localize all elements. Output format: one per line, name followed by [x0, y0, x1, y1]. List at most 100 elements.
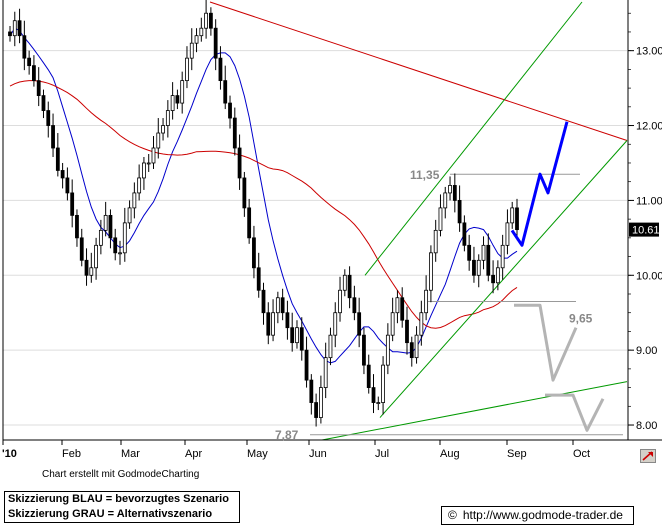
candle-body-87 — [424, 289, 429, 314]
candle-body-37 — [185, 57, 189, 82]
candle-body-6 — [36, 80, 41, 96]
candle-body-68 — [333, 312, 338, 336]
candle-body-84 — [409, 342, 414, 359]
candle-body-81 — [395, 297, 400, 314]
candle-body-62 — [304, 349, 309, 381]
candle-body-104 — [505, 222, 510, 246]
candle-body-13 — [70, 192, 75, 216]
candle-body-48 — [237, 147, 242, 179]
candle-body-30 — [151, 147, 156, 164]
level-annotation-1: 9,65 — [569, 311, 593, 325]
candle-body-95 — [462, 222, 467, 246]
candle-body-88 — [429, 252, 433, 291]
candle-body-83 — [405, 319, 409, 344]
candle-body-19 — [98, 229, 103, 246]
y-tick-label-3: 10.00 — [636, 270, 662, 282]
candle-body-21 — [108, 214, 113, 239]
y-tick-label-0: 13.00 — [636, 46, 662, 58]
candle-body-32 — [161, 125, 165, 134]
candle-body-82 — [400, 297, 405, 321]
x-tick-label-6: Aug — [440, 448, 460, 460]
chart-credit: Chart erstellt mit GodmodeCharting — [42, 469, 200, 480]
candle-body-73 — [357, 312, 362, 336]
candle-body-66 — [323, 357, 328, 388]
candle-body-78 — [381, 364, 385, 403]
candle-body-39 — [194, 35, 199, 44]
y-tick-label-1: 12.00 — [636, 121, 662, 133]
candle-body-12 — [65, 177, 70, 194]
website-link-box[interactable]: © http://www.godmode-trader.de — [441, 506, 634, 525]
candle-body-55 — [271, 312, 275, 336]
candle-body-41 — [204, 12, 209, 29]
channel-lower-line — [379, 140, 628, 418]
indicator-lines — [9, 1, 628, 441]
candle-body-86 — [419, 312, 424, 336]
moving-average-slow — [9, 80, 518, 329]
candle-body-93 — [452, 185, 457, 201]
candle-body-103 — [500, 244, 505, 269]
last-price-label: 10.61 — [632, 225, 660, 237]
candle-body-94 — [457, 200, 462, 224]
level-annotation-2: 7,87 — [275, 428, 299, 442]
candle-body-67 — [328, 334, 333, 359]
candle-body-51 — [252, 237, 256, 269]
grey-scenario-path-2 — [545, 393, 605, 432]
y-tick-label-5: 8.00 — [636, 420, 657, 432]
candle-body-74 — [362, 334, 366, 366]
candle-body-33 — [165, 110, 170, 126]
x-tick-label-0: Feb — [62, 448, 81, 460]
candle-body-23 — [118, 252, 122, 255]
candle-body-63 — [309, 379, 314, 403]
candle-body-57 — [280, 297, 285, 314]
candle-body-15 — [79, 237, 84, 261]
price-chart: 11,35 9,65 7,87 13.00 12.00 11.00 10.00 9.00 8.0… — [2, 0, 662, 460]
candle-body-4 — [27, 57, 32, 67]
candle-body-45 — [223, 80, 228, 104]
y-tick-label-2: 11.00 — [636, 195, 662, 207]
candle-body-9 — [51, 125, 55, 149]
x-tick-label-1: Mar — [121, 448, 140, 460]
candle-body-102 — [495, 267, 500, 284]
candle-body-90 — [438, 207, 443, 231]
candle-body-46 — [228, 102, 232, 119]
candle-body-89 — [433, 229, 438, 254]
candle-body-3 — [22, 35, 27, 59]
candle-body-101 — [491, 274, 495, 284]
candle-body-1 — [12, 20, 17, 37]
candle-body-49 — [242, 177, 247, 209]
candle-body-70 — [342, 274, 347, 291]
candle-body-47 — [232, 117, 237, 149]
axis-labels: 11,35 9,65 7,87 13.00 12.00 11.00 10.00 9.00 8.0… — [2, 46, 662, 460]
candle-body-2 — [17, 20, 22, 37]
candle-body-28 — [142, 162, 146, 179]
candle-body-40 — [199, 27, 204, 37]
candle-body-31 — [156, 132, 161, 149]
year-marker: '10 — [2, 448, 17, 460]
candle-body-77 — [376, 402, 381, 404]
candle-body-44 — [218, 57, 223, 82]
candle-body-26 — [132, 192, 137, 209]
candle-body-50 — [247, 207, 252, 239]
candle-body-100 — [486, 244, 491, 276]
right-arrow-icon — [642, 451, 653, 461]
candle-body-60 — [295, 327, 299, 344]
candle-body-72 — [352, 297, 357, 314]
website-url[interactable]: http://www.godmode-trader.de — [462, 508, 623, 522]
long-support-line — [321, 381, 628, 441]
candle-body-52 — [256, 267, 261, 291]
candle-body-35 — [175, 95, 180, 104]
candle-body-56 — [275, 297, 280, 314]
candle-body-5 — [32, 65, 36, 82]
candle-body-69 — [338, 289, 342, 314]
moving-average-fast — [9, 27, 518, 364]
candle-body-105 — [510, 207, 515, 224]
x-tick-label-4: Jun — [309, 448, 327, 460]
candle-body-25 — [127, 207, 132, 224]
candle-body-34 — [170, 95, 175, 111]
candle-body-27 — [137, 177, 142, 194]
candle-body-59 — [290, 327, 295, 344]
candle-body-71 — [347, 274, 352, 299]
candle-body-80 — [390, 312, 395, 336]
candle-body-7 — [41, 95, 46, 111]
scroll-right-button[interactable] — [640, 449, 656, 463]
